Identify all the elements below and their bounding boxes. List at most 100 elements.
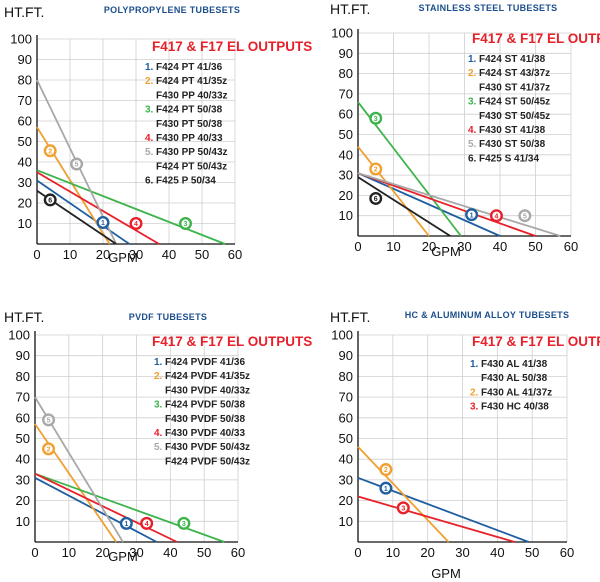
- series-marker-2: [42, 442, 56, 456]
- series-marker-label: 5: [47, 417, 51, 424]
- chart-panel-1: 10 20 30 40 50 60 70 80 90 100 0 10 20 30 40 50 60 HT.FT.…: [4, 4, 312, 265]
- y-tick-label: 20: [339, 493, 353, 508]
- legend-entry: F430 ST 41/37z: [479, 82, 550, 93]
- series-marker-5: [70, 157, 84, 171]
- series-marker-4: [140, 516, 154, 530]
- legend-entry: F430 PVDF 50/38: [165, 414, 245, 425]
- chart-panel-2: 10 20 30 40 50 60 70 80 90 100 0 10 20 30 40 50 60 HT.FT.…: [330, 1, 600, 259]
- series-marker-2: [43, 144, 57, 158]
- legend-entry: F424 PT 41/36: [156, 62, 223, 73]
- legend-entry: F430 HC 40/38: [481, 402, 549, 413]
- chart-subtitle: F417 & F17 EL OUTPUTS: [472, 31, 600, 46]
- series-line-2: [357, 146, 430, 237]
- x-tick-label: 40: [493, 239, 507, 254]
- x-axis-label: GPM: [108, 250, 138, 265]
- x-tick-label: 10: [62, 545, 76, 560]
- x-tick-label: 20: [95, 545, 109, 560]
- legend-number: 2.: [470, 387, 479, 398]
- series-marker-6: [369, 191, 383, 205]
- legend-entry: F424 ST 43/37z: [479, 68, 550, 79]
- legend-entry: F430 AL 50/38: [481, 373, 548, 384]
- legend-number: 4.: [145, 133, 154, 144]
- legend-entry: F430 PP 40/33z: [156, 90, 228, 101]
- legend-number: 2.: [145, 76, 154, 87]
- x-tick-label: 20: [420, 545, 434, 560]
- series-marker-label: 4: [145, 521, 149, 528]
- legend-entry: F430 PVDF 40/33z: [165, 385, 250, 396]
- y-tick-label: 100: [331, 26, 353, 41]
- chart-subtitle: F417 & F17 EL OUTPUTS: [152, 334, 312, 349]
- y-tick-label: 50: [16, 431, 30, 446]
- series-marker-1: [465, 208, 479, 222]
- series-marker-label: 1: [384, 486, 388, 493]
- chart-panel-3: 10 20 30 40 50 60 70 80 90 100 0 10 20 30 40 50 60 HT.FT.…: [4, 309, 312, 564]
- x-tick-label: 0: [354, 545, 361, 560]
- y-tick-label: 50: [18, 134, 32, 149]
- series-line-1: [34, 477, 158, 543]
- y-tick-label: 100: [8, 328, 30, 343]
- y-tick-label: 80: [339, 66, 353, 81]
- series-marker-label: 6: [48, 198, 52, 205]
- series-marker-1: [96, 215, 110, 229]
- y-tick-label: 90: [339, 46, 353, 61]
- x-tick-label: 50: [528, 239, 542, 254]
- series-marker-1: [119, 516, 133, 530]
- series-line-2: [34, 423, 117, 543]
- legend-number: 6.: [145, 176, 154, 187]
- y-tick-label: 90: [339, 348, 353, 363]
- y-tick-label: 40: [18, 155, 32, 170]
- x-tick-label: 60: [564, 239, 578, 254]
- x-tick-label: 20: [96, 247, 110, 262]
- y-tick-label: 70: [339, 86, 353, 101]
- legend-entry: F430 PT 50/38: [156, 119, 223, 130]
- legend-entry: F430 PVDF 50/43z: [165, 442, 250, 453]
- legend-number: 2.: [468, 68, 477, 79]
- x-tick-label: 30: [129, 247, 143, 262]
- legend: 1. F424 ST 41/382. F424 ST 43/37z F430 ST 4…: [468, 54, 550, 164]
- y-axis-label: HT.FT.: [330, 1, 370, 17]
- y-tick-label: 80: [339, 369, 353, 384]
- legend-entry: F430 AL 41/38: [481, 359, 548, 370]
- series-marker-3: [178, 216, 192, 230]
- series-line-4: [34, 472, 178, 543]
- x-tick-label: 60: [228, 247, 242, 262]
- y-tick-label: 20: [16, 493, 30, 508]
- y-tick-label: 90: [18, 52, 32, 67]
- legend-entry: F424 ST 41/38: [479, 54, 546, 65]
- y-tick-label: 80: [16, 369, 30, 384]
- x-tick-label: 40: [162, 247, 176, 262]
- y-tick-label: 70: [18, 93, 32, 108]
- legend-entry: F424 PVDF 41/35z: [165, 371, 250, 382]
- y-tick-label: 20: [18, 196, 32, 211]
- y-tick-label: 30: [18, 175, 32, 190]
- legend: 1. F424 PT 41/362. F424 PT 41/35z F430 PP 4…: [145, 62, 228, 187]
- series-marker-label: 3: [401, 505, 405, 512]
- legend-entry: F424 PT 41/35z: [156, 76, 227, 87]
- legend-entry: F430 ST 50/45z: [479, 111, 550, 122]
- legend-entry: F430 ST 41/38: [479, 125, 546, 136]
- x-tick-label: 60: [560, 545, 574, 560]
- series-line-2: [357, 446, 450, 543]
- series-line-6: [357, 176, 451, 237]
- x-axis-label: GPM: [108, 549, 138, 564]
- x-tick-label: 10: [386, 239, 400, 254]
- legend-entry: F430 PP 40/33: [156, 133, 223, 144]
- series-marker-4: [129, 216, 143, 230]
- series-marker-2: [369, 162, 383, 176]
- legend: 1. F424 PVDF 41/362. F424 PVDF 41/35z F430 …: [154, 357, 250, 467]
- x-axis-label: GPM: [431, 244, 461, 259]
- series-marker-5: [518, 209, 532, 223]
- y-tick-label: 10: [16, 514, 30, 529]
- y-tick-label: 70: [339, 390, 353, 405]
- series-marker-label: 1: [124, 521, 128, 528]
- x-tick-label: 30: [457, 239, 471, 254]
- legend-entry: F424 PVDF 50/38: [165, 400, 245, 411]
- y-tick-label: 10: [18, 216, 32, 231]
- x-tick-label: 40: [163, 545, 177, 560]
- y-tick-label: 60: [339, 107, 353, 122]
- legend-entry: F424 PT 50/38: [156, 105, 223, 116]
- legend-number: 1.: [468, 54, 477, 65]
- x-axis-label: GPM: [431, 566, 461, 581]
- x-tick-label: 50: [525, 545, 539, 560]
- x-tick-label: 30: [455, 545, 469, 560]
